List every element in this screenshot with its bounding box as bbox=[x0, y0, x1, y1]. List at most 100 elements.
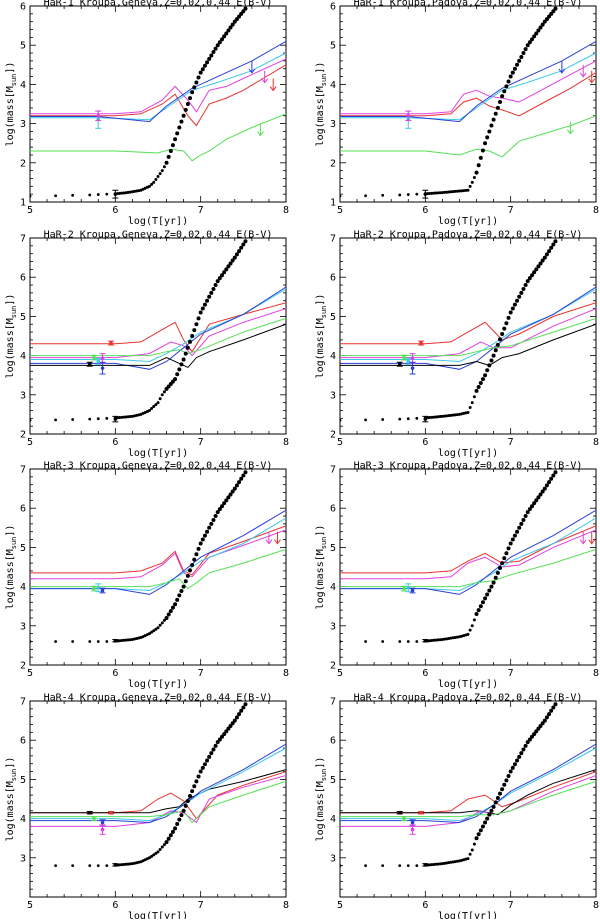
x-tick-label: 6 bbox=[422, 668, 428, 679]
y-tick-label: 2 bbox=[20, 158, 26, 169]
detection-limit-dot bbox=[478, 828, 483, 833]
y-tick-label: 6 bbox=[20, 273, 26, 284]
x-tick-label: 7 bbox=[198, 205, 204, 216]
y-tick-label: 6 bbox=[330, 273, 336, 284]
series-line-blue bbox=[340, 40, 596, 123]
x-axis-label: log(T[yr]) bbox=[438, 448, 498, 459]
detection-limit-dot bbox=[502, 326, 507, 331]
detection-limit-dot bbox=[194, 779, 199, 784]
detection-limit-dot bbox=[96, 417, 100, 421]
y-tick-label: 7 bbox=[20, 465, 26, 476]
detection-limit-dot bbox=[415, 416, 419, 420]
detection-limit-dot bbox=[150, 407, 154, 411]
series-line-magenta bbox=[340, 775, 596, 827]
data-point-black bbox=[113, 863, 118, 867]
detection-limit-dot bbox=[553, 6, 558, 11]
y-axis-label: log(mass[Msun]) bbox=[315, 757, 328, 842]
detection-limit-dot bbox=[192, 85, 197, 90]
data-point-magenta bbox=[100, 827, 105, 832]
series-line-blue bbox=[30, 286, 286, 370]
data-point-black bbox=[423, 638, 428, 643]
detection-limit-dot bbox=[156, 626, 160, 630]
y-tick-label: 6 bbox=[20, 504, 26, 515]
detection-limit-dot bbox=[96, 864, 100, 868]
detection-limit-dot bbox=[209, 290, 214, 295]
detection-limit-dot bbox=[168, 833, 173, 838]
detection-limit-dot bbox=[147, 184, 151, 188]
detection-limit-dot bbox=[147, 632, 151, 636]
detection-limit-dot bbox=[530, 734, 534, 739]
detection-limit-dot bbox=[381, 418, 385, 421]
detection-limit-dot bbox=[213, 743, 218, 748]
y-axis-label-end: ]) bbox=[315, 294, 326, 306]
detection-limit-dot bbox=[474, 170, 479, 175]
detection-limit-dot bbox=[71, 193, 75, 197]
detection-limit-dot bbox=[202, 302, 207, 307]
y-tick-label: 5 bbox=[330, 543, 336, 554]
detection-limit-dot bbox=[164, 615, 169, 620]
detection-limit-dot bbox=[532, 270, 537, 275]
series-line-magenta bbox=[30, 308, 286, 359]
panel-title: HaR-3 Kroupa,Padova,Z=0.02,0.44 E(B-V) bbox=[354, 461, 583, 472]
detection-limit-dot bbox=[506, 546, 511, 551]
upper-limit-arrowhead bbox=[269, 86, 277, 92]
detection-limit-dot bbox=[504, 778, 509, 783]
plot-area bbox=[340, 239, 596, 423]
detection-limit-dot bbox=[88, 417, 92, 421]
data-point-magenta bbox=[96, 113, 101, 118]
detection-limit-dot bbox=[224, 729, 229, 734]
detection-limit-dot bbox=[476, 608, 481, 613]
detection-limit-dot bbox=[198, 70, 203, 75]
detection-limit-dot bbox=[160, 845, 164, 849]
detection-limit-dot bbox=[508, 541, 513, 546]
series-line-black bbox=[30, 323, 286, 369]
upper-limit-arrowhead bbox=[579, 72, 587, 78]
data-point-blue bbox=[410, 366, 415, 370]
detection-limit-dot bbox=[181, 584, 186, 589]
detection-limit-dot bbox=[207, 525, 212, 530]
plot-frame bbox=[29, 237, 287, 435]
x-tick-label: 8 bbox=[283, 205, 289, 216]
detection-limit-dot bbox=[381, 864, 385, 868]
upper-limit-arrowhead bbox=[567, 129, 574, 135]
detection-limit-dot bbox=[478, 604, 483, 609]
detection-limit-dot bbox=[381, 640, 385, 643]
chart-panel-2: HaR-1 Kroupa,Padova,Z=0.02,0.44 E(B-V) 5 6… bbox=[315, 0, 599, 227]
detection-limit-dot bbox=[88, 193, 92, 197]
detection-limit-dot bbox=[491, 353, 496, 358]
detection-limit-dot bbox=[480, 148, 485, 153]
x-tick-label: 8 bbox=[283, 437, 289, 448]
detection-limit-dot bbox=[168, 609, 173, 614]
detection-limit-dot bbox=[415, 864, 419, 868]
detection-limit-dot bbox=[162, 618, 166, 622]
detection-limit-dot bbox=[466, 410, 470, 414]
x-axis-label: log(T[yr]) bbox=[128, 911, 188, 919]
y-tick-label: 6 bbox=[20, 736, 26, 747]
detection-limit-dot bbox=[517, 525, 522, 530]
detection-limit-dot bbox=[493, 800, 498, 805]
detection-limit-dot bbox=[162, 165, 166, 169]
y-tick-label: 2 bbox=[330, 430, 336, 441]
detection-limit-dot bbox=[438, 191, 442, 195]
detection-limit-dot bbox=[96, 640, 100, 643]
detection-limit-dot bbox=[213, 283, 218, 288]
data-point-black bbox=[423, 863, 428, 867]
detection-limit-dot bbox=[527, 276, 532, 281]
detection-limit-dot bbox=[527, 507, 532, 512]
detection-limit-dot bbox=[190, 563, 195, 568]
detection-limit-dot bbox=[493, 348, 498, 353]
detection-limit-dot bbox=[215, 740, 220, 745]
y-tick-label: 4 bbox=[330, 814, 336, 825]
detection-limit-dot bbox=[230, 489, 235, 494]
detection-limit-dot bbox=[183, 107, 188, 112]
detection-limit-dot bbox=[105, 640, 109, 643]
y-tick-label: 7 bbox=[330, 697, 336, 708]
detection-limit-dot bbox=[340, 194, 342, 198]
y-tick-label: 7 bbox=[330, 234, 336, 245]
series-line-blue bbox=[340, 509, 596, 595]
detection-limit-dot bbox=[147, 408, 151, 412]
detection-limit-dot bbox=[220, 734, 224, 739]
detection-limit-dot bbox=[222, 34, 227, 39]
detection-limit-dot bbox=[544, 483, 549, 488]
y-axis-label-main: log(mass[M bbox=[315, 318, 326, 378]
